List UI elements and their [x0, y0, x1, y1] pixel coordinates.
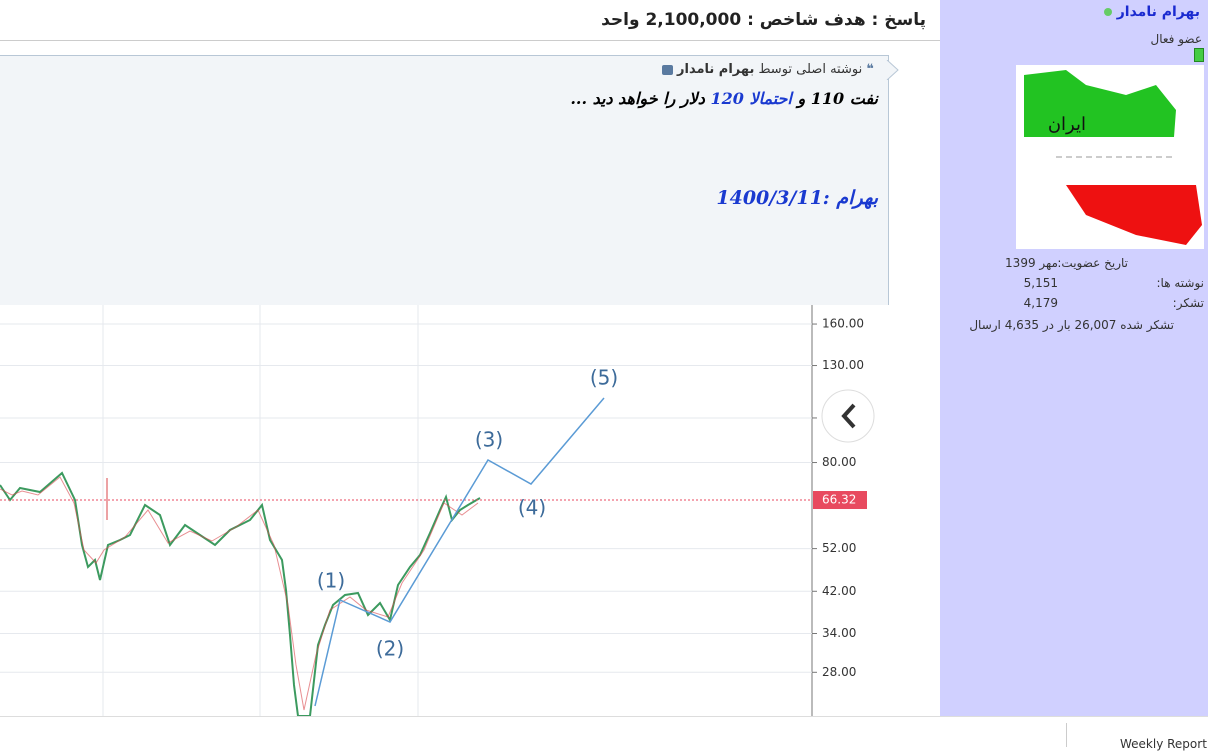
collapse-button[interactable]: [821, 389, 875, 443]
wave-label: (1): [317, 569, 345, 593]
y-tick-label: 52.00: [822, 541, 856, 555]
last-price-label: 66.32: [822, 493, 856, 507]
flag-red: [1066, 185, 1202, 245]
y-tick-label: 80.00: [822, 455, 856, 469]
user-sidebar: بهرام نامدار عضو فعال ایران تاریخ عضویت:…: [940, 0, 1208, 716]
chart-bg: [0, 305, 890, 716]
posts-value: 5,151: [1023, 276, 1058, 290]
quote-author[interactable]: بهرام نامدار: [677, 62, 755, 77]
wave-label: (3): [475, 428, 503, 452]
text: و: [797, 89, 806, 108]
chevron: [841, 403, 856, 429]
separator: [1066, 723, 1067, 747]
thanks-label: تشکر:: [1172, 296, 1204, 310]
text: احتمالا: [749, 89, 792, 108]
price-line-bearish: [0, 476, 479, 711]
username[interactable]: بهرام نامدار: [1103, 4, 1200, 20]
posts-label: نوشته ها:: [1156, 276, 1205, 290]
last-price-tag: [813, 491, 867, 510]
y-tick-label: 34.00: [822, 626, 856, 640]
quote-signature: بهرام :1400/3/11: [716, 187, 878, 209]
wave-label: (5): [590, 366, 618, 390]
online-dot: [1103, 8, 1112, 16]
chart: 160.00130.00100.0080.0052.0042.0034.0028…: [0, 305, 890, 716]
avatar-text: ایران: [1048, 114, 1086, 135]
wave-line: [314, 397, 605, 707]
flag-green: [1024, 70, 1176, 137]
join-label: تاریخ عضویت:: [1057, 256, 1128, 270]
y-tick-label: 130.00: [822, 358, 864, 372]
avatar-image: ایران: [1024, 70, 1202, 245]
y-tick-label: 160.00: [822, 317, 864, 331]
quote-arrow: [886, 60, 899, 80]
y-tick-label: 28.00: [822, 665, 856, 679]
y-tick-label: 42.00: [822, 584, 856, 598]
view-post-icon[interactable]: [661, 64, 673, 75]
text: دلار را خواهد دید ...: [570, 89, 705, 108]
taskbar: Weekly Report: [0, 716, 1208, 751]
reputation: [1194, 48, 1204, 62]
number: 110: [810, 89, 845, 108]
thanks-value: 4,179: [1023, 296, 1058, 310]
number: 120: [710, 89, 744, 108]
weekly-report-link[interactable]: Weekly Report: [1120, 737, 1207, 751]
thanked: تشکر شده 26,007 بار در 4,635 ارسال: [969, 318, 1174, 332]
price-line: [0, 471, 481, 716]
user-rank: عضو فعال: [1150, 32, 1202, 46]
username-text[interactable]: بهرام نامدار: [1116, 4, 1200, 20]
post-title: پاسخ : هدف شاخص : 2,100,000 واحد: [601, 10, 926, 30]
avatar: ایران: [1016, 65, 1204, 249]
quote-text: نفت 110 و احتمالا 120 دلار را خواهد دید …: [570, 89, 878, 108]
post-header: پاسخ : هدف شاخص : 2,100,000 واحد: [0, 0, 940, 41]
quote-by: نوشته اصلی توسط: [758, 62, 863, 77]
wave-label: (4): [518, 496, 546, 520]
text: نفت: [849, 89, 878, 108]
quote-header: ❝ نوشته اصلی توسط بهرام نامدار: [661, 62, 874, 77]
join-value: مهر 1399: [1005, 256, 1058, 270]
wave-label: (2): [376, 637, 404, 661]
